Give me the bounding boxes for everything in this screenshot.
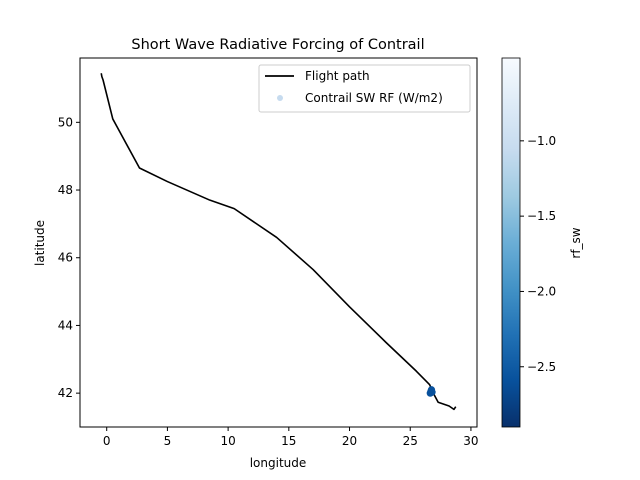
colorbar-tick-label: −2.0 bbox=[527, 284, 556, 298]
legend-box bbox=[258, 64, 471, 113]
colorbar bbox=[501, 57, 521, 428]
colorbar-label: rf_sw bbox=[569, 227, 583, 258]
x-tick-label: 20 bbox=[342, 434, 357, 448]
y-tick-label: 46 bbox=[58, 251, 73, 265]
flight-path-line bbox=[100, 73, 457, 411]
colorbar-axis: −2.5 −2.0 −1.5 −1.0 bbox=[520, 134, 556, 374]
x-tick-label: 10 bbox=[220, 434, 235, 448]
colorbar-tick-label: −2.5 bbox=[527, 360, 556, 374]
x-tick-label: 15 bbox=[281, 434, 296, 448]
x-tick-label: 25 bbox=[403, 434, 418, 448]
plot-area bbox=[100, 73, 457, 411]
y-axis: 42 44 46 48 50 bbox=[58, 115, 80, 400]
legend: Flight path Contrail SW RF (W/m2) bbox=[258, 64, 471, 113]
y-tick-label: 44 bbox=[58, 318, 73, 332]
y-tick-label: 48 bbox=[58, 183, 73, 197]
y-tick-label: 42 bbox=[58, 386, 73, 400]
x-tick-label: 30 bbox=[463, 434, 478, 448]
legend-label-flight-path: Flight path bbox=[305, 69, 370, 83]
plot-frame bbox=[79, 57, 478, 428]
x-tick-label: 5 bbox=[164, 434, 172, 448]
chart-title: Short Wave Radiative Forcing of Contrail bbox=[131, 37, 424, 53]
y-tick-label: 50 bbox=[58, 115, 73, 129]
legend-label-contrail: Contrail SW RF (W/m2) bbox=[305, 91, 443, 105]
x-axis-label: longitude bbox=[250, 456, 307, 470]
y-axis-label: latitude bbox=[33, 220, 47, 266]
legend-marker-contrail bbox=[277, 95, 283, 101]
colorbar-tick-label: −1.5 bbox=[527, 209, 556, 223]
colorbar-tick-label: −1.0 bbox=[527, 134, 556, 148]
x-tick-label: 0 bbox=[103, 434, 111, 448]
contrail-point bbox=[428, 388, 436, 396]
x-axis: 0 5 10 15 20 25 30 bbox=[103, 427, 479, 448]
